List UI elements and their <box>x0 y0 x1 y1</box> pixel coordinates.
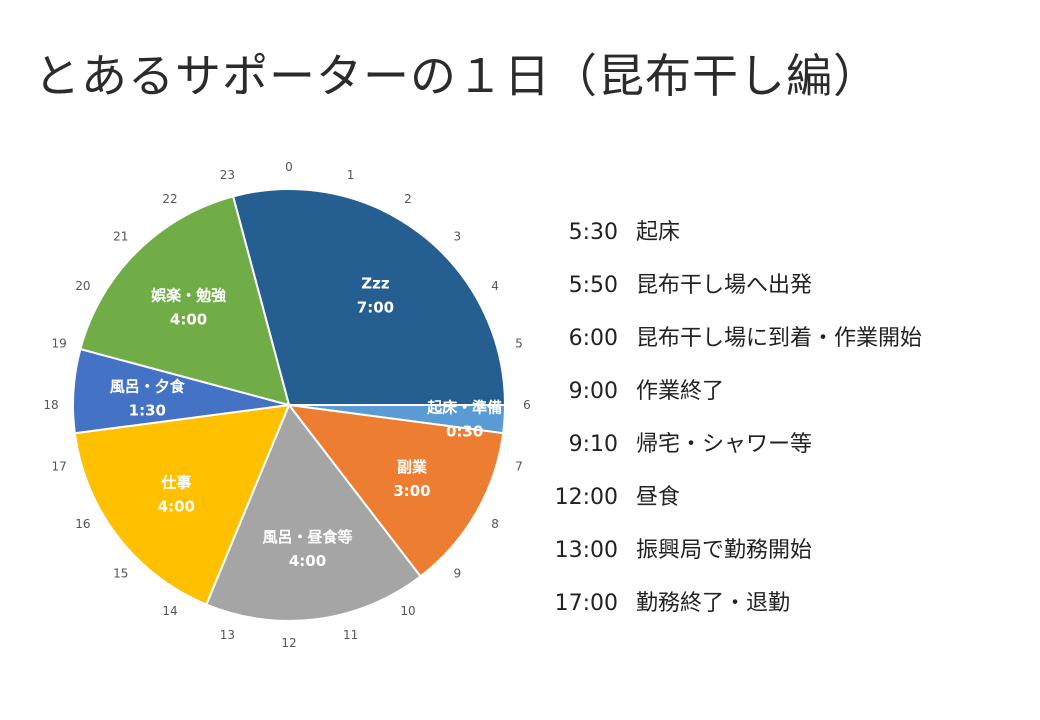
pie-slice <box>73 403 291 606</box>
hour-tick-label: 20 <box>75 279 90 293</box>
segment-name: 風呂・夕食 <box>110 378 186 396</box>
schedule-time: 5:30 <box>568 220 618 245</box>
schedule-event: 昆布干し場へ出発 <box>636 273 813 298</box>
hour-tick-label: 22 <box>162 192 177 206</box>
schedule-time: 9:00 <box>568 379 618 404</box>
segment-name: Zzz <box>361 274 390 292</box>
schedule-row: 9:10 帰宅・シャワー等 <box>548 426 1018 479</box>
hour-tick-label: 8 <box>491 517 499 531</box>
segment-label: 仕事 4:00 <box>158 473 195 515</box>
schedule-time: 17:00 <box>554 591 618 616</box>
schedule-row: 9:00 作業終了 <box>548 373 1018 426</box>
schedule-time: 9:10 <box>568 432 618 457</box>
hour-tick-label: 10 <box>400 604 415 618</box>
segment-label: 風呂・昼食等 4:00 <box>263 528 353 570</box>
segment-labels: Zzz7:00起床・準備0:30副業3:00風呂・昼食等4:00仕事4:00風呂… <box>110 274 502 569</box>
schedule-time: 6:00 <box>568 326 618 351</box>
hour-tick-label: 16 <box>75 517 90 531</box>
segment-duration: 1:30 <box>129 402 166 420</box>
segment-label: 風呂・夕食 1:30 <box>110 378 186 420</box>
hour-tick-label: 19 <box>51 336 66 350</box>
hour-tick-label: 12 <box>281 636 296 650</box>
segment-label: Zzz 7:00 <box>357 274 394 316</box>
hour-tick-label: 13 <box>220 628 235 642</box>
hour-tick-label: 7 <box>515 460 523 474</box>
segment-name: 仕事 <box>160 473 191 491</box>
hour-tick-label: 4 <box>491 279 499 293</box>
hour-tick-label: 11 <box>343 628 358 642</box>
segment-duration: 3:00 <box>393 482 430 500</box>
hour-tick-label: 5 <box>515 336 523 350</box>
schedule-event: 作業終了 <box>636 379 725 404</box>
schedule-row: 12:00 昼食 <box>548 479 1018 532</box>
pie-slice <box>79 195 291 407</box>
hour-tick-label: 3 <box>453 230 461 244</box>
hour-tick-label: 23 <box>220 168 235 182</box>
pie-slice <box>286 403 505 578</box>
hour-tick-label: 9 <box>453 566 461 580</box>
schedule-event: 昼食 <box>636 485 681 510</box>
schedule-row: 17:00 勤務終了・退勤 <box>548 585 1018 638</box>
segment-label: 娯楽・勉強 4:00 <box>151 287 226 329</box>
segment-duration: 4:00 <box>158 497 195 515</box>
hour-tick-label: 6 <box>523 398 531 412</box>
schedule-event: 振興局で勤務開始 <box>636 538 813 563</box>
hour-tick-label: 17 <box>51 460 66 474</box>
schedule-row: 13:00 振興局で勤務開始 <box>548 532 1018 585</box>
schedule-time: 5:50 <box>568 273 618 298</box>
hour-tick-label: 15 <box>113 566 128 580</box>
segment-label: 起床・準備 0:30 <box>426 399 502 441</box>
pie-slices <box>72 188 507 622</box>
segment-name: 起床・準備 <box>426 399 502 417</box>
hour-tick-label: 1 <box>347 168 355 182</box>
hour-tick-label: 18 <box>43 398 58 412</box>
segment-duration: 4:00 <box>170 311 207 329</box>
segment-name: 副業 <box>397 458 428 476</box>
hour-tick-label: 21 <box>113 230 128 244</box>
page-title: とあるサポーターの１日（昆布干し編） <box>34 49 880 103</box>
segment-duration: 4:00 <box>289 552 326 570</box>
schedule-event: 起床 <box>636 220 681 245</box>
segment-duration: 0:30 <box>446 423 483 441</box>
hour-tick-label: 2 <box>404 192 412 206</box>
segment-label: 副業 3:00 <box>393 458 430 500</box>
schedule-row: 5:50 昆布干し場へ出発 <box>548 267 1018 320</box>
schedule-row: 5:30 起床 <box>548 214 1018 267</box>
schedule-row: 6:00 昆布干し場に到着・作業開始 <box>548 320 1018 373</box>
schedule-event: 帰宅・シャワー等 <box>636 432 813 457</box>
hour-tick-label: 14 <box>162 604 177 618</box>
pie-slice <box>231 188 507 406</box>
schedule-event: 勤務終了・退勤 <box>636 591 791 616</box>
segment-name: 風呂・昼食等 <box>263 528 353 546</box>
schedule-time: 12:00 <box>554 485 618 510</box>
hour-tick-label: 0 <box>285 160 293 174</box>
segment-name: 娯楽・勉強 <box>151 287 226 305</box>
schedule-time: 13:00 <box>554 538 618 563</box>
pie-slice <box>205 403 422 622</box>
schedule-list: 5:30 起床 5:50 昆布干し場へ出発 6:00 昆布干し場に到着・作業開始 9:00 作… <box>548 214 1018 638</box>
segment-duration: 7:00 <box>357 298 394 316</box>
schedule-event: 昆布干し場に到着・作業開始 <box>636 326 923 351</box>
